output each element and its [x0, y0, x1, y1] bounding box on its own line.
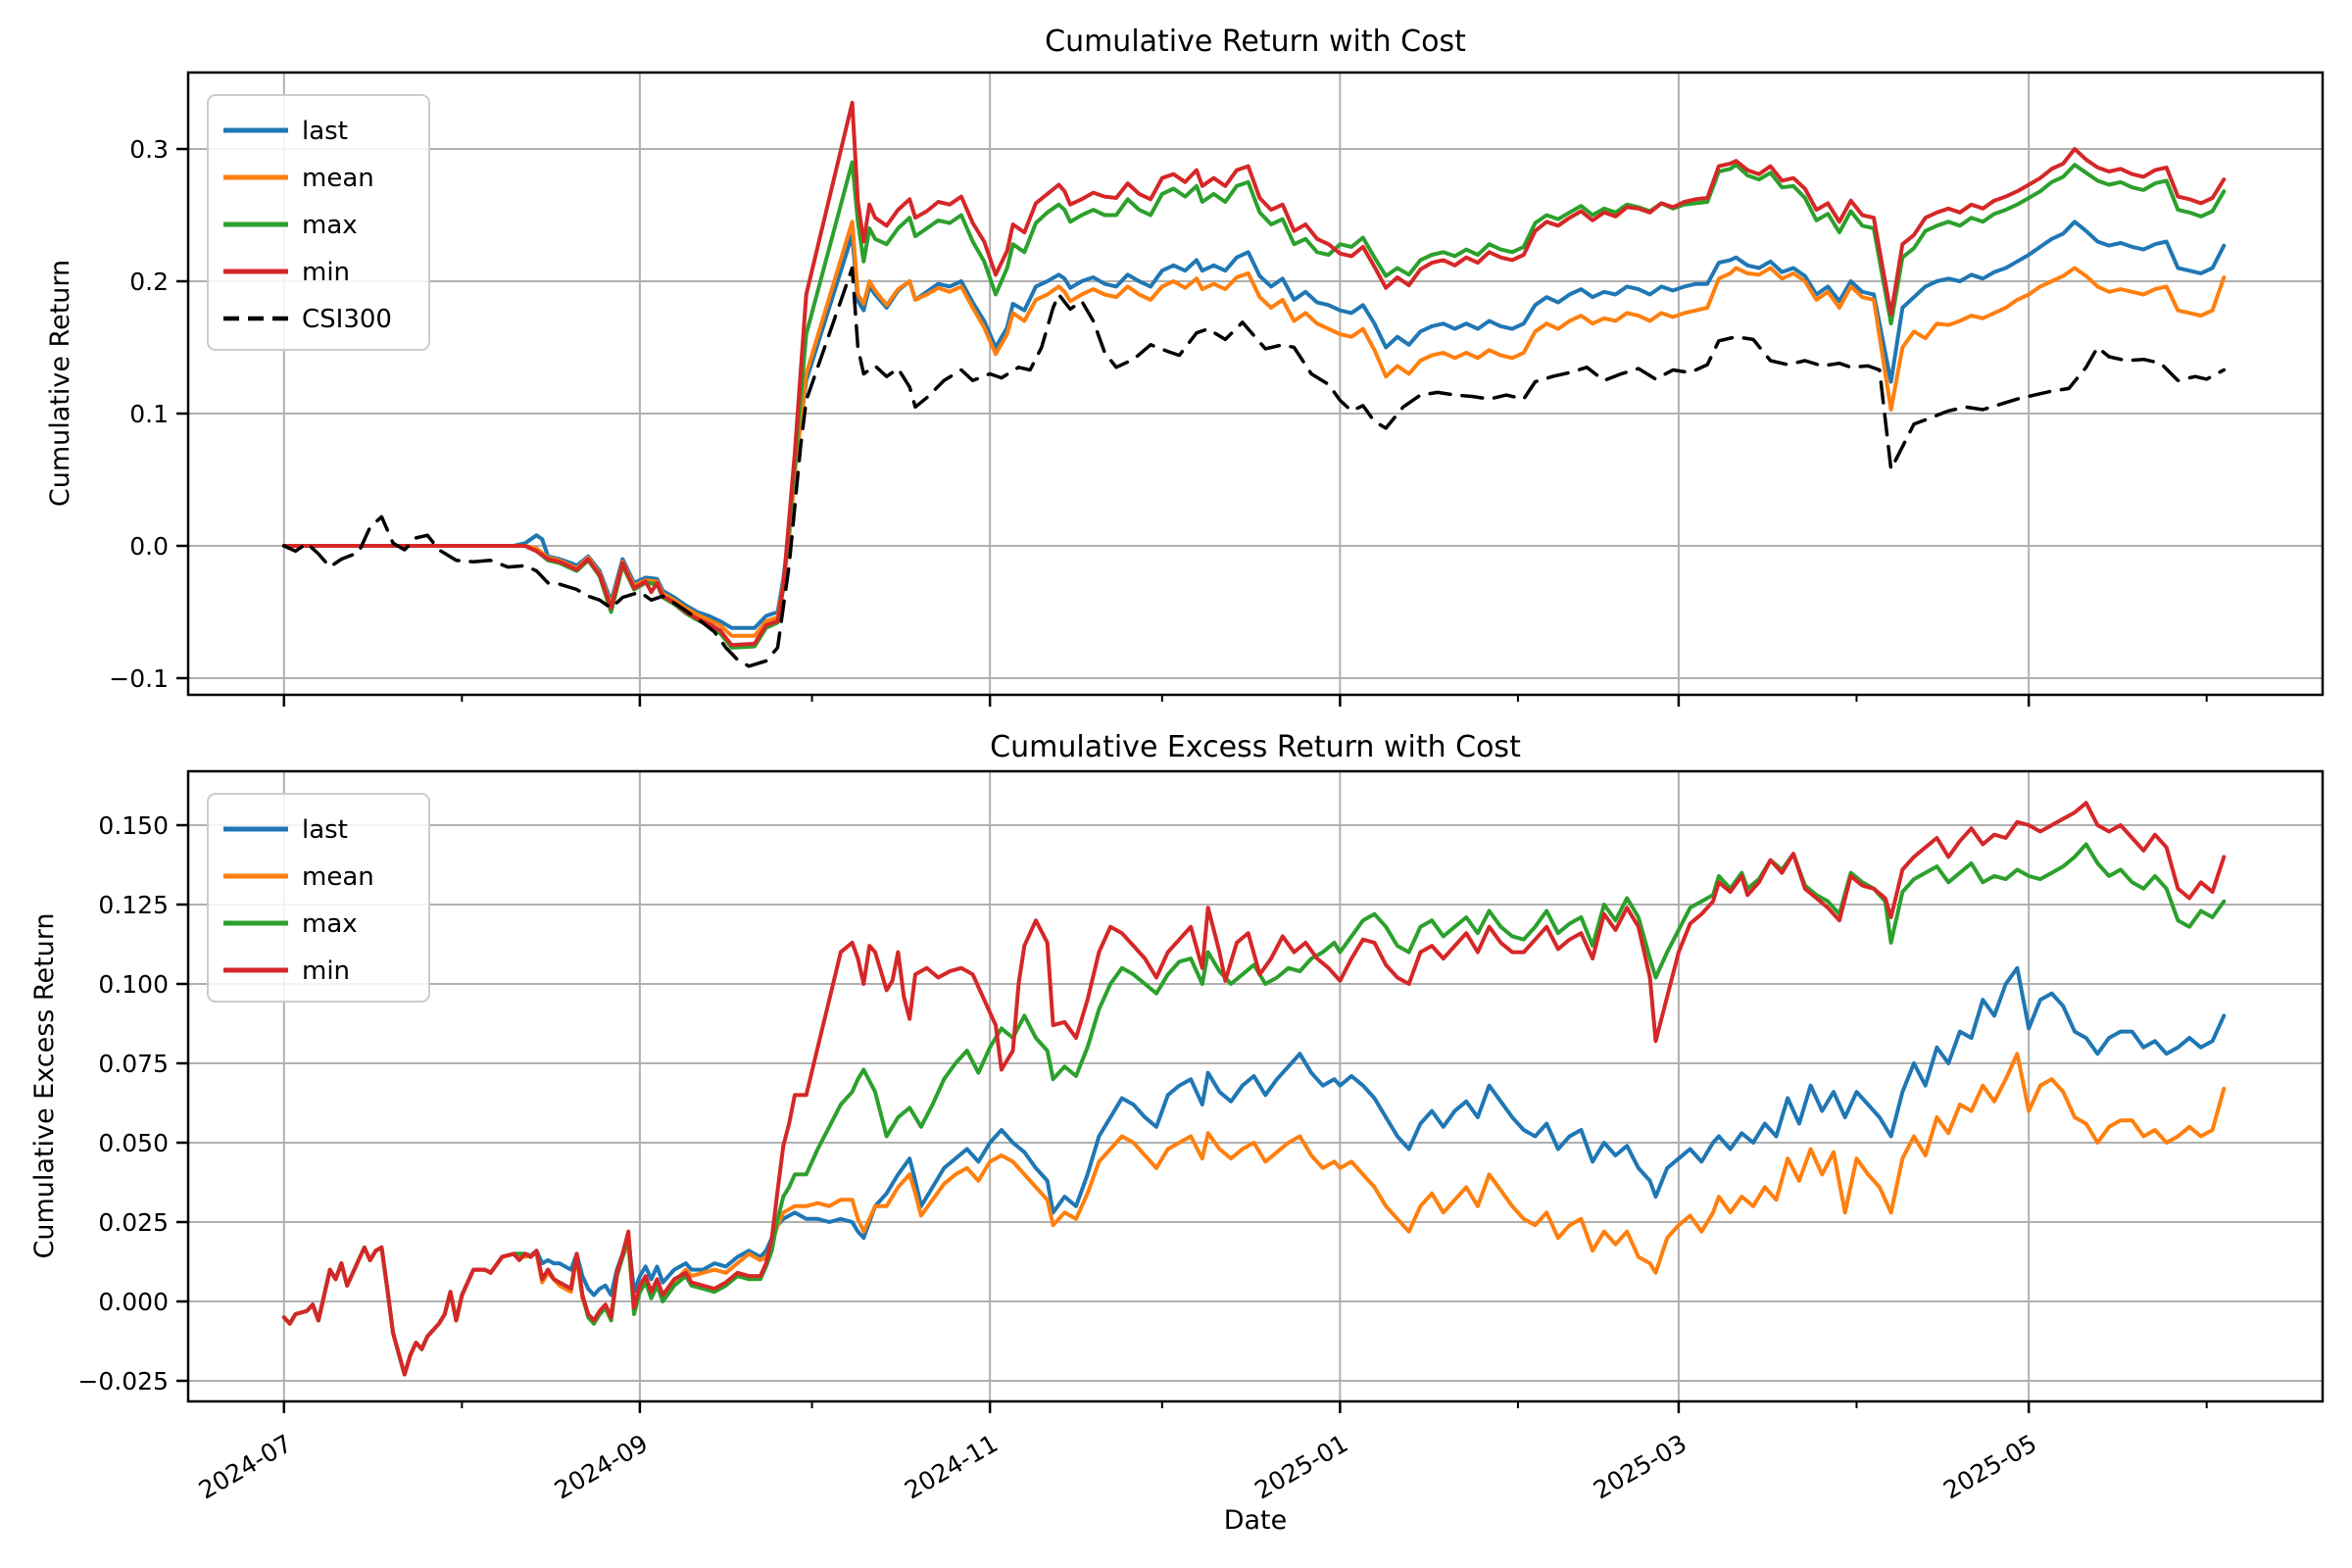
legend-label-CSI300: CSI300	[302, 305, 392, 334]
x-tick-label: 2024-11	[900, 1429, 1003, 1504]
plot-border	[186, 769, 2325, 1403]
plot-border	[186, 71, 2325, 697]
legend-label-mean: mean	[302, 164, 374, 193]
y-tick-label: 0.150	[98, 811, 169, 840]
y-tick-label: 0.075	[98, 1050, 169, 1078]
y-tick-label: 0.0	[129, 532, 169, 561]
cumulative-excess-return-chart: 2024-07 2024-09 2024-11 2025-01 2025-03 2025-…	[77, 769, 2325, 1504]
legend-label-min: min	[302, 956, 350, 986]
x-tick-label: 2024-07	[194, 1429, 297, 1504]
series-line-CSI300	[282, 266, 2227, 668]
y-tick-label: 0.000	[98, 1288, 169, 1316]
series-line-min	[281, 100, 2227, 648]
top-y-axis-label: Cumulative Return	[45, 260, 75, 507]
x-tick-label: 2025-03	[1589, 1429, 1691, 1504]
bottom-y-axis-label: Cumulative Excess Return	[29, 912, 60, 1258]
y-tick-label: −0.025	[77, 1367, 169, 1396]
y-tick-label: −0.1	[109, 664, 169, 693]
series-line-last	[281, 965, 2227, 1377]
x-axis-label: Date	[1224, 1505, 1288, 1536]
legend-label-max: max	[302, 211, 358, 240]
y-tick-label: 0.100	[98, 970, 169, 999]
legend-label-last: last	[302, 815, 348, 845]
y-tick-label: 0.025	[98, 1208, 169, 1237]
series-line-last	[281, 220, 2227, 630]
cumulative-return-chart: −0.1 0.0 0.1 0.2 0.3 last mean max min CSI300	[109, 71, 2325, 707]
legend-label-min: min	[302, 258, 350, 287]
y-tick-label: 0.1	[129, 400, 169, 428]
legend-label-mean: mean	[302, 862, 374, 892]
legend-label-max: max	[302, 909, 358, 939]
x-tick-label: 2025-01	[1250, 1429, 1352, 1504]
y-tick-label: 0.125	[98, 891, 169, 919]
series-line-mean	[281, 1052, 2227, 1377]
y-tick-label: 0.2	[129, 268, 169, 296]
legend-label-last: last	[302, 117, 348, 146]
legend-box	[207, 94, 430, 351]
series-line-min	[281, 801, 2227, 1377]
series-line-max	[281, 842, 2227, 1377]
y-tick-label: 0.050	[98, 1129, 169, 1157]
bottom-chart-title: Cumulative Excess Return with Cost	[990, 730, 1521, 764]
series-line-mean	[281, 220, 2227, 638]
x-tick-label: 2025-05	[1938, 1429, 2041, 1504]
series-line-max	[281, 160, 2227, 650]
top-chart-title: Cumulative Return with Cost	[1045, 24, 1466, 59]
x-tick-label: 2024-09	[550, 1429, 653, 1504]
legend-box	[207, 793, 430, 1003]
y-tick-label: 0.3	[129, 135, 169, 164]
